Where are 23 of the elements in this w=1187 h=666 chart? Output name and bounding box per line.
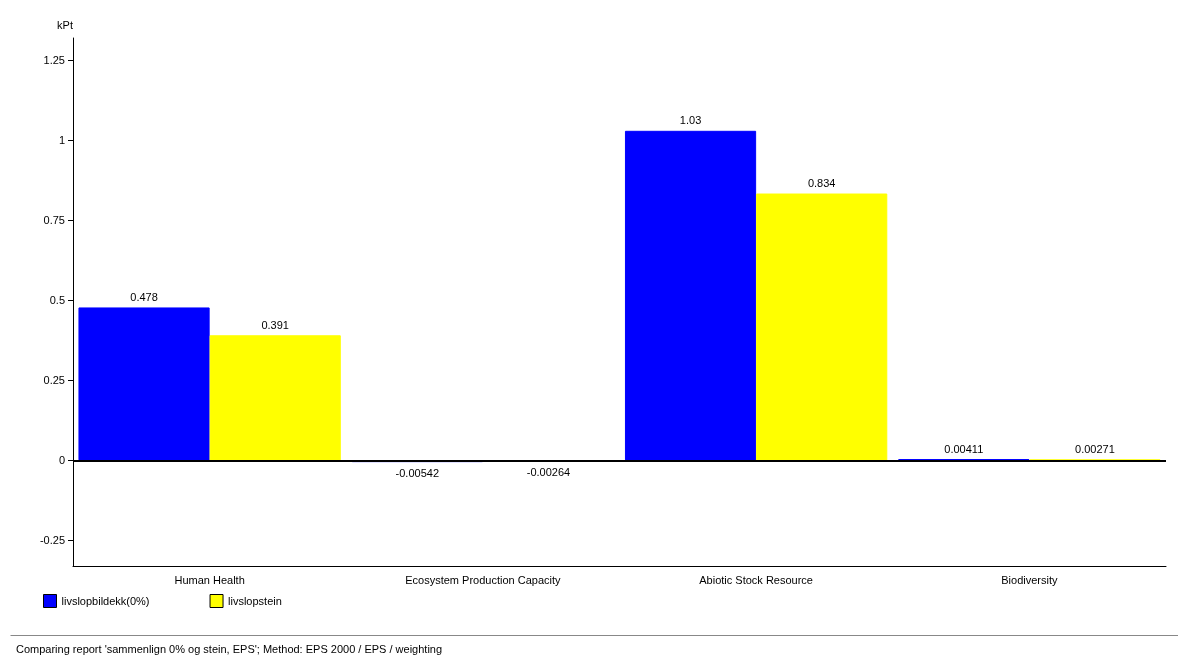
y-tick-label: 1.25: [43, 54, 65, 67]
x-tick-label: Abiotic Stock Resource: [699, 573, 813, 586]
x-tick-label: Human Health: [174, 573, 245, 586]
x-tick-label: Biodiversity: [1001, 573, 1058, 586]
data-label: -0.00542: [395, 466, 440, 479]
x-tick-label: Ecosystem Production Capacity: [405, 573, 562, 586]
y-tick-label: 0.5: [49, 294, 65, 307]
y-tick-label: 1: [58, 134, 65, 147]
data-label: -0.00264: [526, 465, 571, 478]
text: Comparing report 'sammenlign 0% og stein, EPS'; Method: EPS 2000 / EPS / weighting: [16, 642, 443, 655]
legend-label: livslopbildekk(0%): [61, 595, 150, 607]
y-tick-label: 0.75: [43, 214, 65, 227]
y-axis-title: kPt: [57, 18, 73, 31]
data-label: 0.478: [130, 290, 158, 303]
data-label: 0.00271: [1075, 442, 1115, 455]
data-label: 0.00411: [944, 442, 984, 455]
data-label: 1.03: [679, 114, 702, 127]
y-tick-label: -0.25: [39, 534, 65, 547]
legend-label: livslopstein: [228, 595, 282, 607]
data-label: 0.834: [807, 177, 836, 190]
y-tick-label: 0.25: [43, 374, 65, 387]
y-tick-label: 0: [58, 454, 65, 467]
data-label: 0.391: [261, 318, 289, 331]
